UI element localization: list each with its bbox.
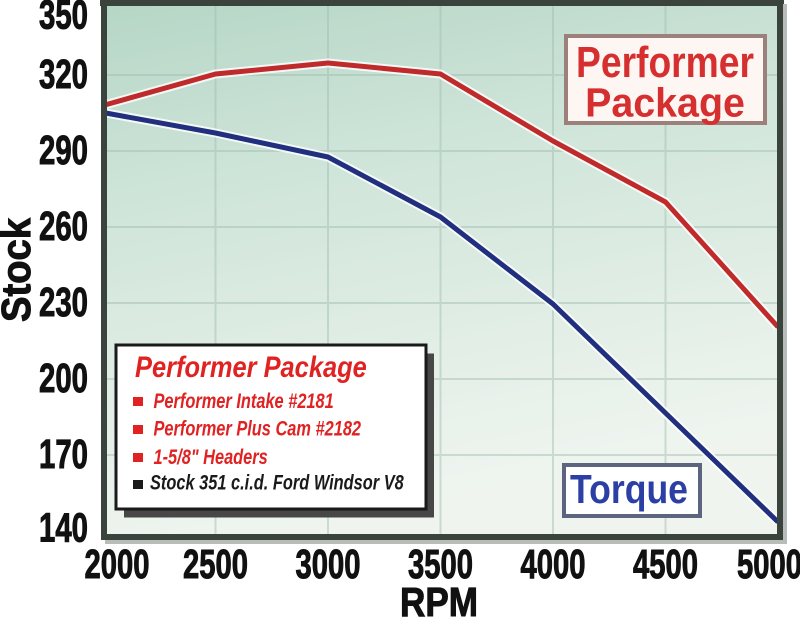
- svg-text:3500: 3500: [408, 541, 473, 587]
- svg-text:Stock: Stock: [0, 217, 39, 322]
- svg-text:Performer: Performer: [576, 37, 754, 87]
- svg-text:RPM: RPM: [400, 579, 478, 617]
- svg-text:140: 140: [39, 505, 88, 551]
- svg-text:230: 230: [39, 279, 88, 325]
- svg-text:4500: 4500: [633, 541, 698, 587]
- svg-text:Performer Package: Performer Package: [135, 350, 367, 383]
- svg-text:2000: 2000: [84, 541, 149, 587]
- svg-text:350: 350: [39, 0, 88, 38]
- svg-text:Performer Plus Cam #2182: Performer Plus Cam #2182: [154, 417, 362, 440]
- svg-text:1-5/8" Headers: 1-5/8" Headers: [154, 445, 268, 468]
- svg-text:200: 200: [39, 355, 88, 401]
- svg-text:Package: Package: [585, 80, 745, 126]
- svg-text:170: 170: [39, 431, 88, 477]
- svg-text:Performer Intake #2181: Performer Intake #2181: [154, 389, 334, 412]
- svg-text:3000: 3000: [295, 541, 360, 587]
- svg-text:Torque: Torque: [570, 467, 688, 513]
- svg-text:Stock 351 c.i.d. Ford Windsor: Stock 351 c.i.d. Ford Windsor V8: [150, 471, 404, 494]
- svg-text:320: 320: [39, 51, 88, 97]
- svg-text:2500: 2500: [183, 541, 248, 587]
- svg-text:4000: 4000: [520, 541, 585, 587]
- svg-text:290: 290: [39, 127, 88, 173]
- svg-text:5000: 5000: [737, 541, 800, 587]
- svg-text:260: 260: [39, 203, 88, 249]
